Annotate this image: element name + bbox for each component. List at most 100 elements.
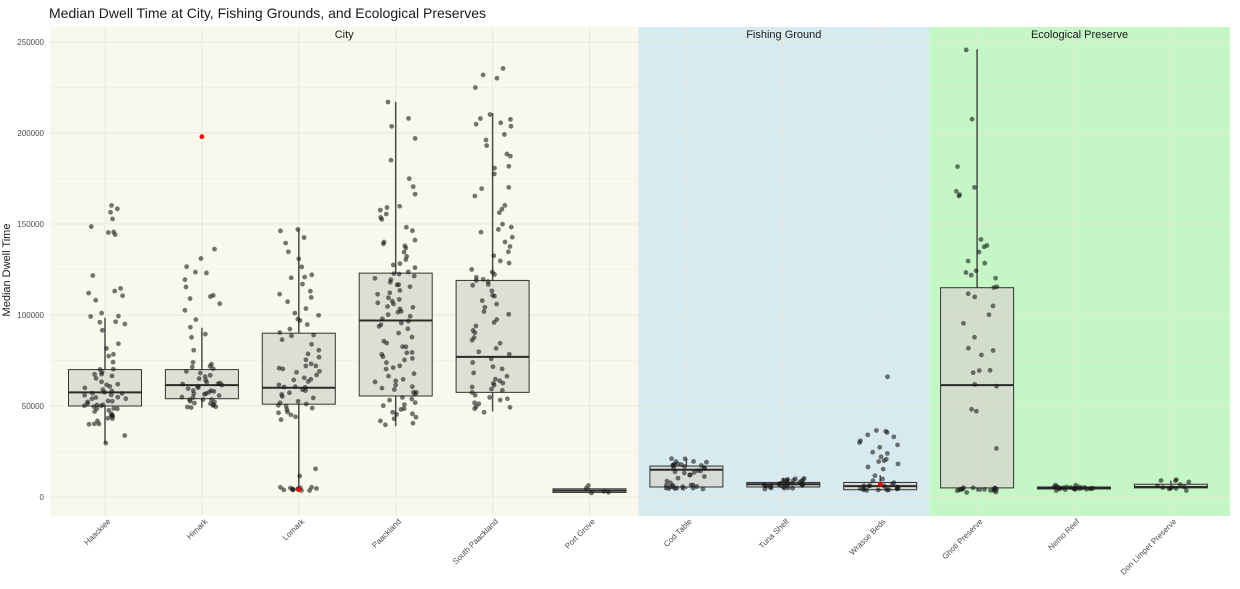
data-point: [276, 382, 282, 388]
box-iqr: [455, 279, 530, 393]
data-point: [409, 334, 415, 340]
data-point: [1173, 486, 1179, 491]
data-point: [487, 394, 493, 400]
data-point: [204, 270, 209, 276]
data-point: [672, 469, 678, 475]
data-point: [390, 365, 396, 371]
data-point: [508, 123, 514, 129]
data-point: [972, 184, 977, 190]
data-point: [219, 382, 225, 388]
data-point: [895, 461, 901, 467]
data-point: [873, 428, 879, 433]
data-point: [183, 284, 189, 290]
data-point: [469, 337, 475, 343]
data-point: [491, 253, 497, 259]
data-point: [405, 326, 411, 332]
data-point: [292, 384, 298, 390]
data-point: [955, 164, 960, 170]
data-point: [894, 486, 900, 492]
data-point: [994, 446, 999, 451]
data-point: [885, 374, 890, 380]
x-tick-label: Lomark: [281, 516, 307, 542]
data-point: [288, 412, 294, 418]
data-point: [1155, 483, 1160, 489]
data-point: [406, 176, 412, 182]
data-point: [499, 388, 505, 393]
data-point: [90, 390, 95, 396]
data-point: [316, 354, 322, 360]
data-point: [396, 296, 402, 302]
data-point: [305, 351, 311, 357]
data-point: [506, 351, 512, 357]
data-point: [491, 382, 497, 388]
data-point: [300, 281, 305, 287]
data-point: [96, 421, 102, 427]
data-point: [110, 359, 116, 365]
data-point: [313, 466, 318, 472]
data-point: [411, 371, 417, 377]
data-point: [114, 206, 120, 212]
data-point: [210, 366, 216, 372]
data-point: [682, 456, 688, 462]
data-point: [986, 312, 992, 318]
data-point: [972, 334, 977, 340]
data-point: [91, 421, 97, 427]
data-point: [185, 386, 191, 391]
data-point: [956, 193, 962, 199]
data-point: [283, 240, 289, 246]
data-point: [295, 227, 301, 232]
data-point: [123, 396, 129, 402]
data-point: [397, 363, 403, 369]
data-point: [119, 391, 125, 396]
data-point: [413, 414, 419, 420]
data-point: [108, 392, 114, 398]
x-tick-label: Cod Table: [662, 517, 694, 549]
data-point: [396, 330, 402, 336]
data-point: [700, 486, 706, 492]
data-point: [297, 473, 303, 479]
data-point: [380, 354, 386, 359]
data-point: [977, 487, 983, 493]
x-tick-label: Paackland: [370, 517, 403, 550]
data-point: [497, 340, 503, 346]
data-point: [200, 397, 206, 402]
data-point: [81, 403, 87, 409]
data-point: [762, 486, 768, 492]
data-point: [589, 490, 594, 496]
data-point: [484, 143, 490, 148]
data-point: [103, 440, 109, 446]
data-point: [115, 394, 121, 400]
data-point: [305, 379, 311, 384]
x-tick-label: Don Limpet Preserve: [1119, 517, 1179, 577]
data-point: [870, 478, 876, 484]
data-point: [1158, 478, 1164, 483]
data-point: [481, 309, 487, 314]
data-point: [383, 366, 389, 372]
data-point: [470, 282, 476, 288]
data-point: [876, 459, 882, 464]
data-point: [497, 397, 503, 403]
data-point: [120, 293, 125, 299]
data-point: [406, 116, 411, 121]
data-point: [293, 414, 298, 420]
data-point: [90, 273, 96, 278]
y-tick-label: 100000: [17, 311, 44, 320]
data-point: [391, 301, 396, 307]
highlight-point: [877, 481, 883, 487]
data-point: [276, 410, 281, 416]
x-tick-label: Himark: [185, 516, 210, 541]
data-point: [179, 394, 185, 400]
box-iqr: [68, 369, 142, 407]
data-point: [792, 476, 798, 482]
data-point: [1183, 488, 1189, 493]
data-point: [406, 318, 411, 324]
x-axis: Haackiee Himark Lomark Paackland South Paack…: [82, 516, 1178, 576]
data-point: [99, 327, 105, 333]
data-point: [507, 153, 513, 159]
data-point: [379, 385, 385, 391]
data-point: [993, 489, 999, 495]
data-point: [508, 224, 514, 230]
data-point: [861, 487, 867, 493]
data-point: [664, 478, 670, 484]
